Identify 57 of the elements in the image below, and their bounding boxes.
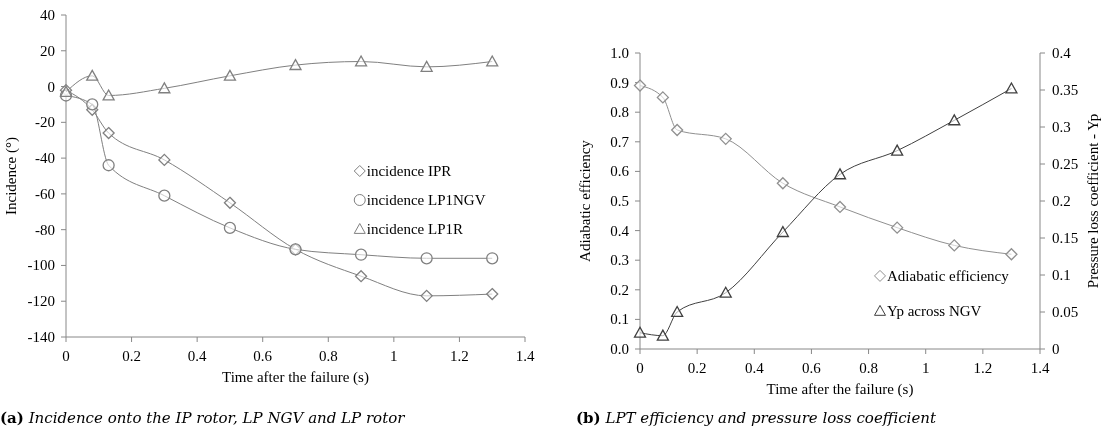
legend-label: Adiabatic efficiency (887, 267, 1010, 284)
y-tick-label: 0.8 (610, 104, 629, 121)
y-tick-label: -100 (27, 257, 55, 274)
y-tick-label: -40 (35, 150, 55, 167)
x-tick-label: 0.6 (253, 348, 273, 364)
y-tick-label: 0.4 (610, 222, 630, 239)
y2-tick-label: 0.25 (1052, 156, 1079, 172)
y2-tick-label: 0.15 (1052, 230, 1079, 246)
x-tick-label: 0.4 (744, 360, 765, 376)
y-tick-label: 0.9 (610, 74, 629, 91)
y-tick-label: 40 (40, 7, 55, 23)
y-tick-label: 0.1 (610, 311, 629, 328)
y-tick-label: -80 (35, 221, 55, 238)
x-tick-label: 1.2 (450, 348, 469, 364)
x-tick-label: 0.2 (687, 360, 707, 376)
x-tick-label: 0 (636, 360, 644, 376)
legend-label: Yp across NGV (887, 302, 982, 319)
legend-label: incidence LP1NGV (366, 192, 486, 208)
y-tick-label: 0.0 (610, 341, 629, 357)
y-tick-label: 0.5 (610, 193, 629, 209)
y2-axis-title: Pressure loss coefficient - Yp (1085, 113, 1101, 289)
x-tick-label: 0.4 (187, 348, 208, 364)
y-axis-title: Incidence (°) (3, 136, 20, 216)
y-tick-label: -120 (27, 293, 55, 310)
y2-tick-label: 0.1 (1052, 267, 1071, 283)
x-tick-label: 1.4 (515, 348, 535, 364)
y-axis-title: Adiabatic efficiency (577, 139, 593, 262)
y2-tick-label: 0.2 (1052, 193, 1071, 209)
y2-tick-label: 0.4 (1052, 45, 1072, 61)
x-axis-title: Time after the failure (s) (766, 381, 914, 398)
legend-label: incidence LP1R (366, 221, 463, 237)
x-tick-label: 1 (921, 360, 930, 376)
x-tick-label: 0.6 (802, 360, 822, 376)
x-tick-label: 1.2 (973, 360, 993, 376)
y-tick-label: 0.6 (610, 163, 630, 180)
y-tick-label: -60 (35, 185, 55, 202)
x-tick-label: 0.2 (122, 348, 141, 364)
y2-tick-label: 0.35 (1052, 82, 1079, 98)
y-tick-label: 0.7 (610, 133, 630, 150)
y2-tick-label: 0.3 (1052, 119, 1071, 135)
y-tick-label: 1.0 (610, 45, 629, 61)
y2-tick-label: 0.05 (1052, 304, 1079, 320)
x-tick-label: 0.8 (859, 360, 878, 376)
y-tick-label: -20 (35, 114, 55, 131)
y-tick-label: 0.2 (610, 281, 629, 298)
y-tick-label: -140 (27, 329, 55, 345)
y-tick-label: 0.3 (610, 252, 629, 269)
x-axis-title: Time after the failure (s) (222, 369, 369, 386)
y-tick-label: 0 (47, 78, 55, 95)
x-tick-label: 1 (390, 348, 398, 364)
y-tick-label: 20 (40, 42, 55, 59)
text: (b) LPT efficiency and pressure loss coefficient (576, 409, 937, 427)
x-tick-label: 1.4 (1030, 360, 1050, 376)
x-tick-label: 0 (62, 348, 70, 364)
legend-label: incidence IPR (366, 163, 452, 179)
text: (a) Incidence onto the IP rotor, LP NGV and LP rotor (0, 409, 406, 427)
x-tick-label: 0.8 (318, 348, 338, 364)
